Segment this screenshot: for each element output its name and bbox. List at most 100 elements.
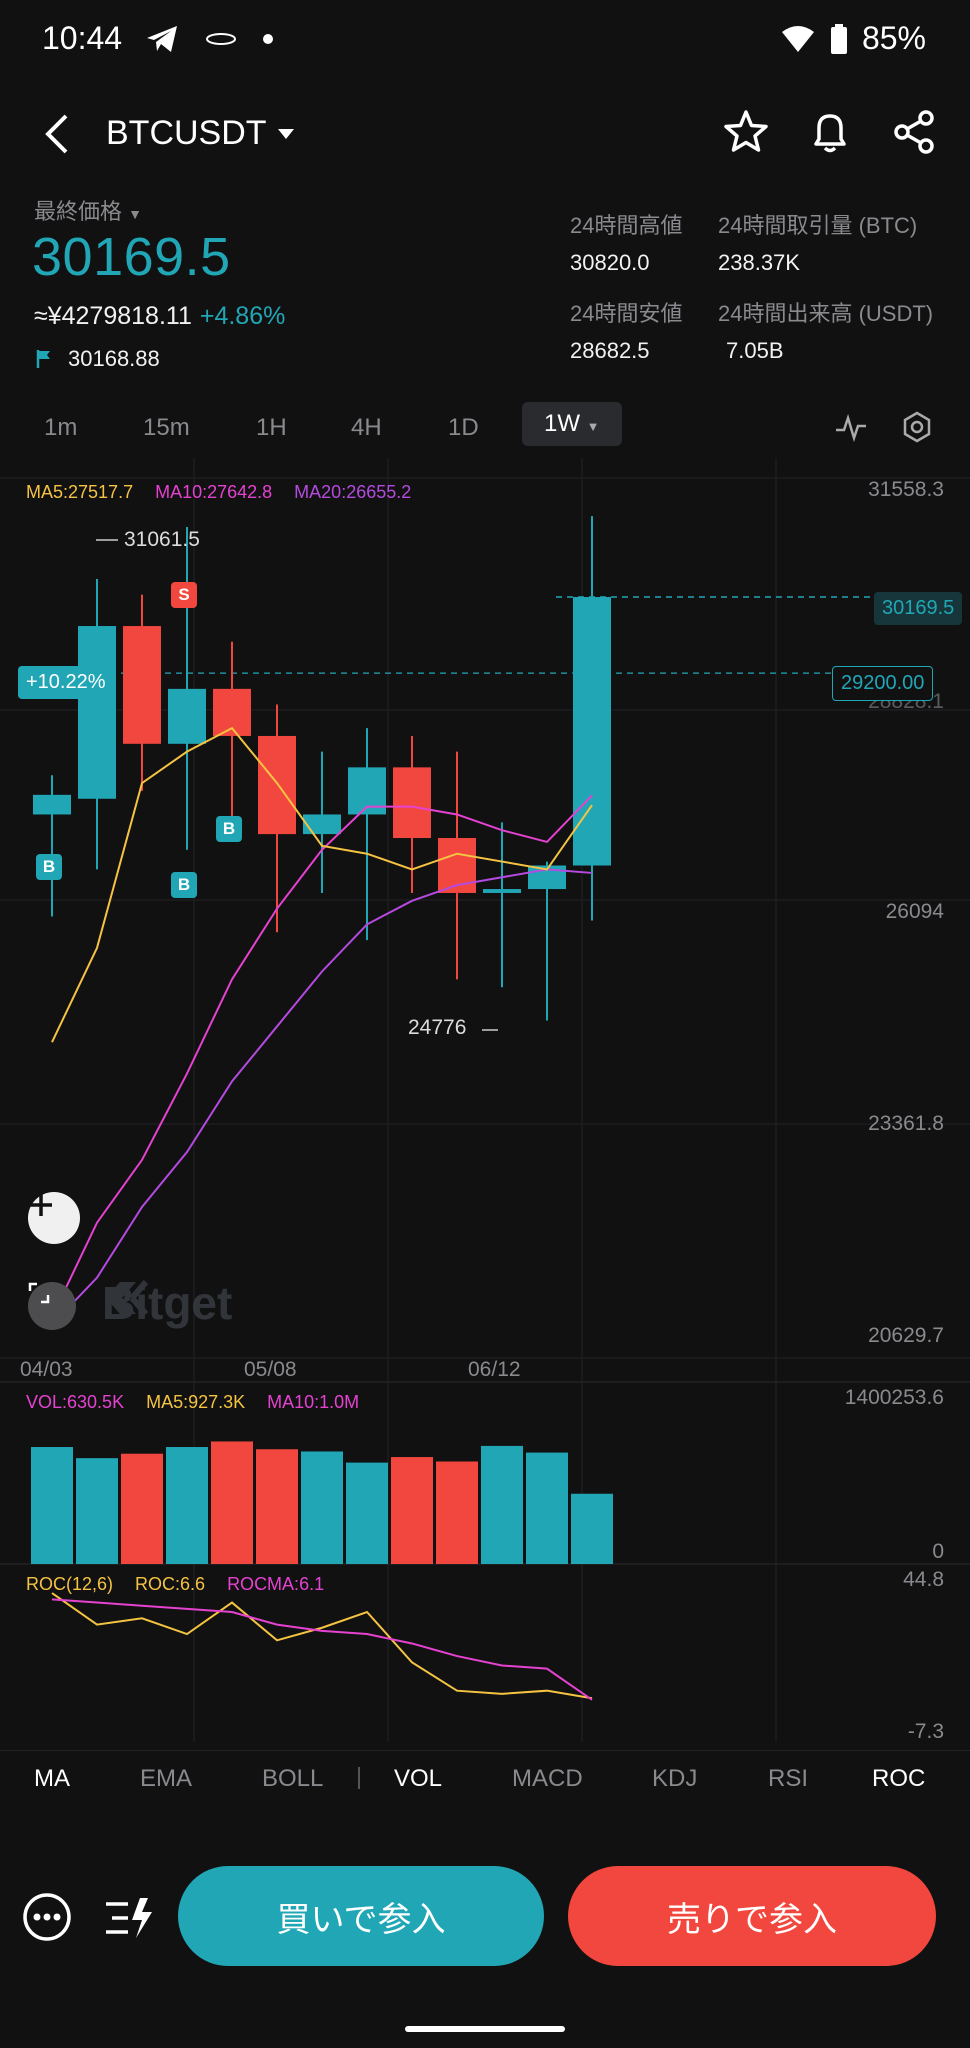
roc-y-tick: 44.8 [903,1568,944,1591]
volume-bar [256,1449,298,1564]
caret-down-icon [277,128,294,139]
buy-signal[interactable]: B [216,816,242,842]
jpy-value: ≈¥4279818.11 [34,302,192,330]
candle-body [78,626,116,799]
candle-body [123,626,161,744]
tab-indicator-boll[interactable]: BOLL [262,1765,324,1792]
tab-indicator-macd[interactable]: MACD [512,1765,583,1792]
vol-legend-vol: VOL:630.5K [26,1392,125,1412]
symbol-name: BTCUSDT [106,114,267,152]
top-bar: BTCUSDT [0,100,970,170]
last-price-label[interactable]: 最終価格 ▼ [34,194,142,226]
jpy-price: ≈¥4279818.11 +4.86% [34,302,285,331]
ma10-legend: MA10:27642.8 [155,482,273,502]
candle-body [483,889,521,893]
tab-indicator-kdj[interactable]: KDJ [652,1765,698,1792]
fullscreen-button[interactable] [28,1282,76,1330]
roc-legend-roc: ROC(12,6) [26,1574,114,1594]
candle-body [393,767,431,839]
more-icon[interactable] [22,1892,72,1942]
volume-bar [436,1461,478,1564]
flag-icon [36,350,50,368]
rocma-line [51,1598,593,1701]
symbol-selector[interactable]: BTCUSDT [106,114,295,153]
indicator-tabs: MA EMA BOLL VOL MACD KDJ RSI ROC [0,1750,970,1806]
volume-bar [481,1445,523,1564]
tab-interval-1m[interactable]: 1m [44,414,78,441]
current-price-tag: 30169.5 [874,592,963,625]
kline-chart[interactable]: MA5:27517.7 MA10:27642.8 MA20:26655.2 31… [0,458,970,1748]
high-annotation: 31061.5 [124,528,200,551]
mark-price: 30168.88 [36,346,160,372]
battery-percent: 85% [861,20,926,56]
bitget-watermark: Bitget [102,1276,232,1330]
ma-legend: MA5:27517.7 MA10:27642.8 MA20:26655.2 [26,482,411,503]
candle-body [168,688,206,744]
tab-indicator-roc[interactable]: ROC [872,1765,926,1792]
tab-interval-1w-label: 1W [544,410,580,437]
buy-signal[interactable]: B [171,872,197,898]
add-drawing-button[interactable] [28,1192,80,1244]
y-tick: 23361.8 [868,1112,944,1135]
stat-low-value: 28682.5 [570,338,650,363]
interval-tabs: 1m 15m 1H 4H 1D 1W ▼ [0,400,970,456]
x-tick: 06/12 [468,1358,521,1381]
buy-button[interactable]: 買いで参入 [178,1866,544,1966]
telegram-icon [147,26,177,52]
battery-icon [830,23,847,54]
caret-down-icon: ▼ [128,206,142,222]
tab-interval-1w[interactable]: 1W ▼ [522,402,622,446]
indicator-icon[interactable] [834,410,868,444]
volume-bar [526,1452,568,1564]
vol-legend-ma10: MA10:1.0M [267,1392,360,1412]
tab-indicator-ema[interactable]: EMA [140,1765,193,1792]
notification-icons [145,24,273,54]
ma10-line [51,794,593,1318]
y-tick: 20629.7 [868,1324,944,1347]
status-right: 85% [780,20,926,57]
last-price-label-text: 最終価格 [34,199,123,224]
volume-bar [166,1447,208,1564]
tab-interval-1h[interactable]: 1H [256,414,287,441]
stat-volume-usdt-label: 24時間出来高 (USDT) [718,301,934,326]
volume-bar [121,1453,163,1564]
stat-volume-btc-value: 238.37K [718,250,800,275]
volume-bar [211,1441,253,1564]
last-price: 30169.5 [32,227,231,287]
star-icon[interactable] [722,108,770,156]
roc-legend-value: ROC:6.6 [135,1574,206,1594]
chart-canvas [0,458,970,1742]
roc-line [51,1592,593,1700]
volume-bar [346,1462,388,1564]
volume-bar [31,1447,73,1564]
home-indicator[interactable] [405,2026,565,2032]
candle-body [258,735,296,835]
candle-body [33,794,71,815]
ma5-legend: MA5:27517.7 [26,482,134,502]
wifi-icon [781,25,814,52]
tab-indicator-vol[interactable]: VOL [394,1765,443,1792]
sell-signal[interactable]: S [171,582,197,608]
order-line-tag[interactable]: 29200.00 [832,666,934,701]
volume-bar [76,1458,118,1564]
x-tick: 04/03 [20,1358,73,1381]
tab-indicator-ma[interactable]: MA [34,1765,70,1792]
roc-legend: ROC(12,6) ROC:6.6 ROCMA:6.1 [26,1574,324,1595]
tab-interval-4h[interactable]: 4H [351,414,382,441]
sell-button[interactable]: 売りで参入 [568,1866,936,1966]
y-tick: 26094 [885,900,944,923]
share-icon[interactable] [890,108,938,156]
settings-icon[interactable] [900,410,934,444]
buy-signal[interactable]: B [36,854,62,880]
tab-interval-1d[interactable]: 1D [448,414,479,441]
watermark-text: Bitget [102,1277,233,1329]
low-annotation: 24776 [408,1016,467,1039]
change-percent: +4.86% [199,302,286,330]
tab-indicator-rsi[interactable]: RSI [768,1765,809,1792]
stat-volume-btc-label: 24時間取引量 (BTC) [718,213,918,238]
tab-divider [358,1767,360,1789]
tab-interval-15m[interactable]: 15m [143,414,190,441]
bell-icon[interactable] [806,108,854,156]
back-icon[interactable] [38,112,78,156]
quick-trade-icon[interactable] [104,1896,154,1940]
